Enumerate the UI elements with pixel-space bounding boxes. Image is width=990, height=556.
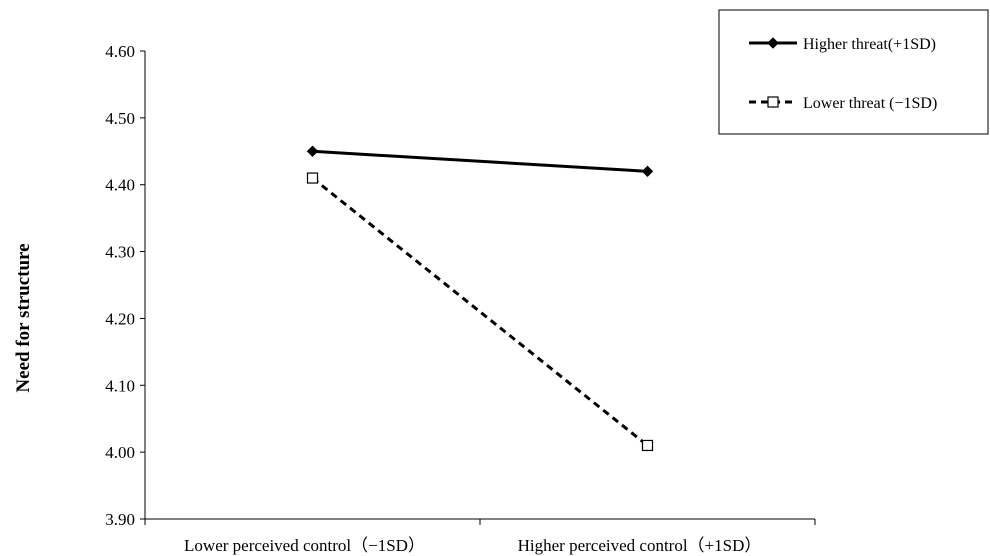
y-tick-label: 4.10 — [105, 376, 135, 395]
data-point — [306, 145, 319, 157]
legend-label: Lower threat (−1SD) — [803, 95, 937, 112]
y-tick-label: 4.30 — [105, 243, 135, 262]
legend: Higher threat(+1SD) Lower threat (−1SD) — [718, 9, 989, 135]
y-tick-label: 4.20 — [105, 309, 135, 328]
legend-item: Lower threat (−1SD) — [749, 95, 937, 112]
x-category-label: Higher perceived control（+1SD） — [518, 536, 762, 555]
data-point — [306, 172, 319, 184]
x-axis-ticks: Lower perceived control（−1SD） Higher perc… — [144, 519, 816, 555]
data-point — [641, 439, 654, 452]
legend-marker — [767, 37, 779, 49]
series-2 — [306, 172, 654, 452]
legend-item: Higher threat(+1SD) — [749, 36, 936, 53]
y-tick-label: 4.50 — [105, 109, 135, 128]
series-1 — [306, 145, 654, 178]
y-tick-label: 4.40 — [105, 176, 135, 195]
series-line — [311, 176, 649, 447]
y-tick-label: 4.60 — [105, 42, 135, 61]
y-tick-label: 3.90 — [105, 510, 135, 529]
series-line — [312, 149, 648, 173]
y-axis-ticks: 3.90 4.00 4.10 4.20 4.30 4.40 4.50 4.60 — [105, 42, 145, 529]
legend-marker — [767, 96, 779, 108]
legend-box — [718, 9, 989, 135]
legend-label: Higher threat(+1SD) — [803, 36, 936, 53]
data-point — [641, 165, 654, 178]
y-axis-label: Need for structure — [13, 243, 34, 392]
y-tick-label: 4.00 — [105, 443, 135, 462]
axes — [144, 51, 815, 520]
series-layer — [306, 145, 654, 452]
x-category-label: Lower perceived control（−1SD） — [184, 536, 425, 555]
